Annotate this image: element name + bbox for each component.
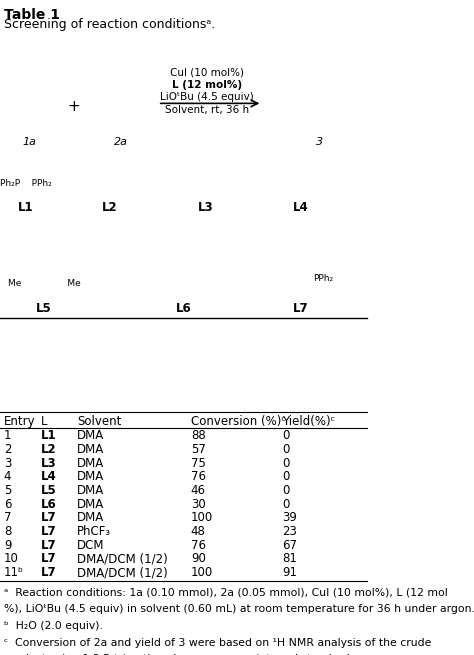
Text: Table 1: Table 1: [4, 9, 60, 22]
Text: 76: 76: [191, 538, 206, 552]
Text: 3: 3: [4, 457, 11, 470]
Text: L4: L4: [293, 201, 309, 214]
Text: 76: 76: [191, 470, 206, 483]
Text: 0: 0: [283, 484, 290, 497]
Text: L1: L1: [18, 201, 34, 214]
Text: L5: L5: [40, 484, 56, 497]
Text: 5: 5: [4, 484, 11, 497]
Text: DMA: DMA: [77, 443, 104, 456]
Text: L7: L7: [40, 525, 56, 538]
Text: 0: 0: [283, 457, 290, 470]
Text: DMA: DMA: [77, 470, 104, 483]
Text: DMA: DMA: [77, 457, 104, 470]
Text: Solvent, rt, 36 h: Solvent, rt, 36 h: [165, 105, 249, 115]
Text: 0: 0: [283, 443, 290, 456]
Text: L6: L6: [40, 498, 56, 511]
Text: L2: L2: [102, 201, 118, 214]
Text: 0: 0: [283, 470, 290, 483]
Text: Solvent: Solvent: [77, 415, 121, 428]
Text: product using 1,3,5-trimethoxybenzene as an internal standard.: product using 1,3,5-trimethoxybenzene as…: [4, 654, 353, 655]
Text: 88: 88: [191, 429, 206, 442]
Text: 2a: 2a: [114, 137, 128, 147]
Text: 67: 67: [283, 538, 298, 552]
Text: 4: 4: [4, 470, 11, 483]
Text: L6: L6: [175, 302, 191, 315]
Text: 23: 23: [283, 525, 297, 538]
Text: 75: 75: [191, 457, 206, 470]
Text: 81: 81: [283, 552, 297, 565]
Text: L1: L1: [40, 429, 56, 442]
Text: 1: 1: [4, 429, 11, 442]
Text: DCM: DCM: [77, 538, 105, 552]
Text: ᵃ  Reaction conditions: 1a (0.10 mmol), 2a (0.05 mmol), CuI (10 mol%), L (12 mol: ᵃ Reaction conditions: 1a (0.10 mmol), 2…: [4, 588, 447, 597]
Text: 10: 10: [4, 552, 18, 565]
Text: ᶜ  Conversion of 2a and yield of 3 were based on ¹H NMR analysis of the crude: ᶜ Conversion of 2a and yield of 3 were b…: [4, 637, 431, 648]
Text: %), LiOᵗBu (4.5 equiv) in solvent (0.60 mL) at room temperature for 36 h under a: %), LiOᵗBu (4.5 equiv) in solvent (0.60 …: [4, 604, 474, 614]
Text: 7: 7: [4, 512, 11, 524]
Text: PhCF₃: PhCF₃: [77, 525, 111, 538]
Text: 30: 30: [191, 498, 206, 511]
Text: 100: 100: [191, 566, 213, 579]
Text: 91: 91: [283, 566, 298, 579]
Text: 0: 0: [283, 498, 290, 511]
FancyArrowPatch shape: [161, 100, 258, 107]
Text: DMA: DMA: [77, 484, 104, 497]
Text: 6: 6: [4, 498, 11, 511]
Text: L3: L3: [40, 457, 56, 470]
Text: 0: 0: [283, 429, 290, 442]
Text: L7: L7: [293, 302, 309, 315]
Text: 100: 100: [191, 512, 213, 524]
Text: 11ᵇ: 11ᵇ: [4, 566, 24, 579]
Text: L2: L2: [40, 443, 56, 456]
Text: L7: L7: [40, 552, 56, 565]
Text: PPh₂: PPh₂: [313, 274, 333, 283]
Text: L4: L4: [40, 470, 56, 483]
Text: Conversion (%)ᶜ: Conversion (%)ᶜ: [191, 415, 285, 428]
Text: Entry: Entry: [4, 415, 36, 428]
Text: Ph₂P    PPh₂: Ph₂P PPh₂: [0, 179, 52, 188]
Text: 57: 57: [191, 443, 206, 456]
Text: Me                Me: Me Me: [8, 280, 81, 288]
Text: CuI (10 mol%): CuI (10 mol%): [170, 67, 244, 78]
Text: 8: 8: [4, 525, 11, 538]
Text: L7: L7: [40, 538, 56, 552]
Text: Screening of reaction conditionsᵃ.: Screening of reaction conditionsᵃ.: [4, 18, 215, 31]
Text: L7: L7: [40, 512, 56, 524]
Text: L3: L3: [198, 201, 213, 214]
Text: Yield(%)ᶜ: Yield(%)ᶜ: [283, 415, 336, 428]
Text: ᵇ  H₂O (2.0 equiv).: ᵇ H₂O (2.0 equiv).: [4, 621, 103, 631]
Text: L7: L7: [40, 566, 56, 579]
Text: L5: L5: [36, 302, 52, 315]
Text: DMA: DMA: [77, 512, 104, 524]
Text: DMA/DCM (1/2): DMA/DCM (1/2): [77, 566, 168, 579]
Text: 90: 90: [191, 552, 206, 565]
Text: 2: 2: [4, 443, 11, 456]
Text: +: +: [67, 99, 80, 114]
Text: 1a: 1a: [22, 137, 36, 147]
Text: L: L: [40, 415, 47, 428]
Text: DMA/DCM (1/2): DMA/DCM (1/2): [77, 552, 168, 565]
Text: LiOᵗBu (4.5 equiv): LiOᵗBu (4.5 equiv): [160, 92, 254, 102]
Text: 46: 46: [191, 484, 206, 497]
Text: 3: 3: [316, 137, 323, 147]
Text: DMA: DMA: [77, 498, 104, 511]
Text: L (12 mol%): L (12 mol%): [172, 80, 242, 90]
Text: 9: 9: [4, 538, 11, 552]
Text: 48: 48: [191, 525, 206, 538]
Text: DMA: DMA: [77, 429, 104, 442]
Text: 39: 39: [283, 512, 297, 524]
